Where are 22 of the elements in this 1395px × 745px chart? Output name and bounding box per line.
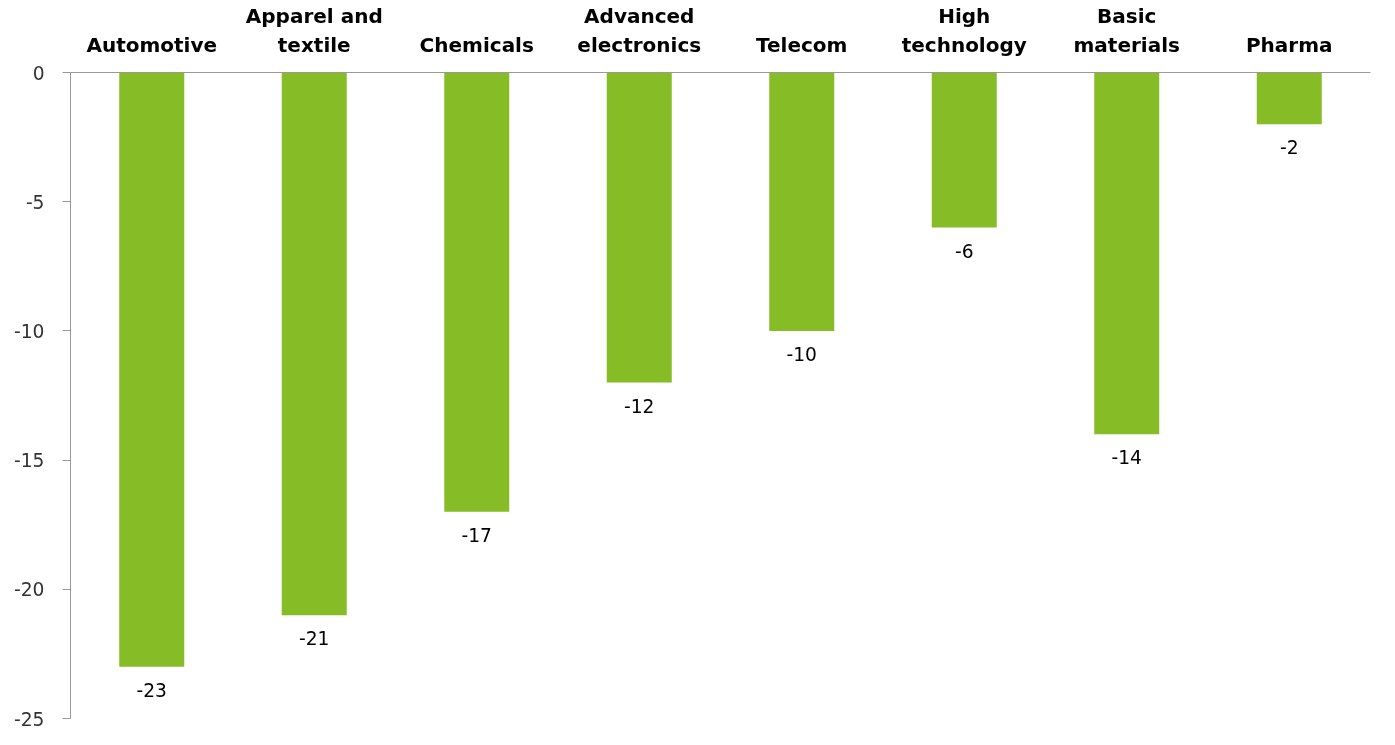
x-tick-label: High technology <box>901 3 1027 57</box>
x-tick-label: Telecom <box>756 32 848 57</box>
data-label: -17 <box>461 524 492 546</box>
x-tick-label: Advanced electronics <box>577 3 702 57</box>
y-tick-label: -15 <box>14 450 45 472</box>
data-label: -23 <box>136 679 167 701</box>
y-tick-label: -25 <box>14 708 45 730</box>
x-tick-label: Apparel and textile <box>245 3 383 57</box>
data-label: -2 <box>1279 137 1299 159</box>
x-tick-label: Automotive <box>86 32 218 57</box>
x-tick-label: Chemicals <box>419 32 534 57</box>
data-label: -14 <box>1111 447 1142 469</box>
y-tick-label: -5 <box>25 191 45 213</box>
x-tick-label: Basic materials <box>1073 3 1180 57</box>
data-label: -12 <box>624 395 655 417</box>
data-label: -21 <box>299 628 330 650</box>
y-tick-label: 0 <box>32 62 45 84</box>
data-label: -10 <box>786 343 817 365</box>
data-label: -6 <box>954 240 974 262</box>
x-tick-label: Pharma <box>1245 32 1333 57</box>
y-tick-label: -10 <box>14 320 45 342</box>
y-tick-label: -20 <box>14 579 45 601</box>
